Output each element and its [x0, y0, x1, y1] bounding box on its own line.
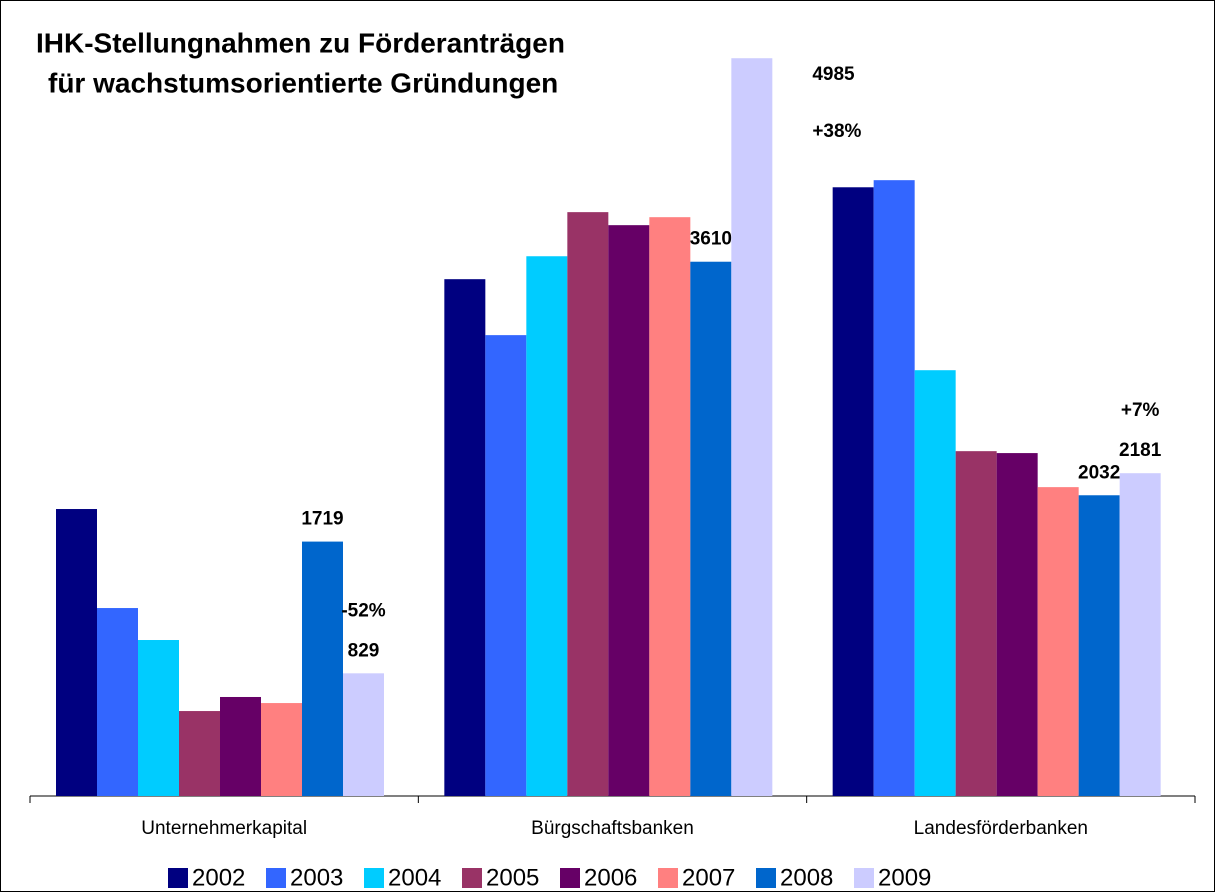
- bar: [731, 58, 773, 797]
- bar: [914, 370, 956, 796]
- chart-subtitle: für wachstumsorientierte Gründungen: [48, 67, 558, 98]
- bar: [138, 640, 179, 796]
- bar: [220, 696, 261, 796]
- legend-swatch: [462, 868, 482, 888]
- legend-label: 2005: [486, 864, 539, 891]
- data-label: 4985: [812, 64, 855, 85]
- legend-swatch: [854, 868, 874, 888]
- bar: [56, 509, 97, 796]
- bar: [1037, 487, 1079, 796]
- legend-label: 2008: [780, 864, 833, 891]
- data-label: 2032: [1078, 462, 1120, 483]
- bar: [97, 608, 138, 796]
- data-label: 829: [348, 640, 380, 661]
- data-label: 3610: [690, 229, 732, 250]
- bar: [567, 212, 609, 796]
- bar: [1119, 473, 1161, 796]
- annotation: +7%: [1121, 400, 1160, 421]
- legend-label: 2004: [388, 864, 441, 891]
- bar: [526, 256, 568, 796]
- legend-swatch: [168, 868, 188, 888]
- legend-swatch: [364, 868, 384, 888]
- annotation: +38%: [812, 121, 861, 142]
- legend-swatch: [560, 868, 580, 888]
- x-tick-label: Bürgschaftsbanken: [531, 818, 694, 839]
- legend-swatch: [658, 868, 678, 888]
- legend-label: 2003: [290, 864, 343, 891]
- chart-title: IHK-Stellungnahmen zu Förderanträgen: [36, 27, 565, 58]
- legend-swatch: [756, 868, 776, 888]
- bar: [873, 180, 915, 796]
- data-label: 2181: [1119, 440, 1162, 461]
- annotation: -52%: [341, 600, 385, 621]
- bar: [485, 335, 527, 796]
- bar: [832, 187, 874, 796]
- bar: [302, 541, 343, 796]
- x-tick-label: Landesförderbanken: [914, 818, 1088, 839]
- legend-label: 2007: [682, 864, 735, 891]
- bar: [608, 225, 650, 796]
- bar: [261, 703, 302, 796]
- bar: [343, 673, 384, 796]
- bar: [649, 217, 691, 796]
- bar: [1078, 495, 1120, 796]
- data-label: 1719: [301, 509, 343, 530]
- bar: [179, 711, 220, 796]
- bar: [444, 279, 486, 797]
- bar: [996, 453, 1038, 796]
- legend-label: 2006: [584, 864, 637, 891]
- legend-label: 2009: [878, 864, 931, 891]
- bar: [955, 451, 997, 796]
- x-tick-label: Unternehmerkapital: [141, 818, 307, 839]
- bar: [690, 261, 732, 797]
- legend-label: 2002: [192, 864, 245, 891]
- legend-swatch: [266, 868, 286, 888]
